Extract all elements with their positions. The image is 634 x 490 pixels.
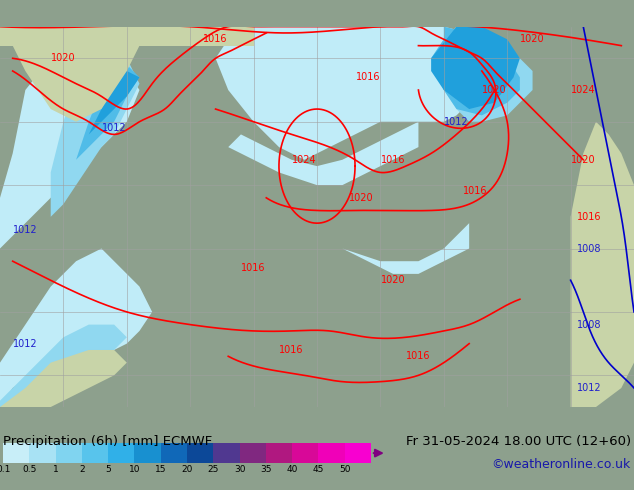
Text: 1016: 1016 bbox=[406, 351, 430, 361]
Text: 1008: 1008 bbox=[578, 244, 602, 253]
Text: 1016: 1016 bbox=[578, 212, 602, 222]
Text: 1016: 1016 bbox=[280, 345, 304, 355]
Bar bbox=[108, 443, 134, 463]
PathPatch shape bbox=[51, 46, 139, 217]
Bar bbox=[3, 443, 29, 463]
PathPatch shape bbox=[0, 248, 152, 407]
Bar bbox=[240, 443, 266, 463]
PathPatch shape bbox=[342, 223, 469, 274]
Text: 2: 2 bbox=[79, 465, 85, 474]
Bar bbox=[266, 443, 292, 463]
Bar bbox=[134, 443, 161, 463]
Text: 1024: 1024 bbox=[571, 85, 595, 95]
Text: 1016: 1016 bbox=[204, 34, 228, 44]
Text: 1016: 1016 bbox=[381, 155, 405, 165]
PathPatch shape bbox=[228, 122, 418, 185]
Text: 1012: 1012 bbox=[578, 383, 602, 393]
PathPatch shape bbox=[431, 26, 533, 122]
Text: 15: 15 bbox=[155, 465, 167, 474]
Text: 0.1: 0.1 bbox=[0, 465, 10, 474]
Text: 1020: 1020 bbox=[482, 85, 507, 95]
Text: Fr 31-05-2024 18.00 UTC (12+60): Fr 31-05-2024 18.00 UTC (12+60) bbox=[406, 435, 631, 448]
Text: 1012: 1012 bbox=[444, 117, 469, 127]
Text: 50: 50 bbox=[339, 465, 351, 474]
Bar bbox=[213, 443, 240, 463]
Text: 1016: 1016 bbox=[242, 263, 266, 272]
Text: 1012: 1012 bbox=[13, 224, 37, 235]
PathPatch shape bbox=[0, 26, 139, 248]
Text: 1020: 1020 bbox=[349, 193, 373, 203]
Text: Precipitation (6h) [mm] ECMWF: Precipitation (6h) [mm] ECMWF bbox=[3, 435, 212, 448]
Text: 5: 5 bbox=[105, 465, 111, 474]
Bar bbox=[161, 443, 187, 463]
Text: 10: 10 bbox=[129, 465, 140, 474]
Text: 1020: 1020 bbox=[571, 155, 595, 165]
PathPatch shape bbox=[0, 26, 139, 122]
Bar bbox=[82, 443, 108, 463]
Text: ©weatheronline.co.uk: ©weatheronline.co.uk bbox=[491, 458, 631, 471]
Text: 30: 30 bbox=[234, 465, 245, 474]
Bar bbox=[345, 443, 371, 463]
Bar bbox=[187, 443, 213, 463]
PathPatch shape bbox=[0, 324, 127, 407]
PathPatch shape bbox=[216, 26, 495, 160]
PathPatch shape bbox=[571, 122, 634, 407]
Text: 1: 1 bbox=[53, 465, 58, 474]
Text: 1016: 1016 bbox=[356, 73, 380, 82]
PathPatch shape bbox=[0, 26, 254, 46]
PathPatch shape bbox=[431, 26, 520, 115]
PathPatch shape bbox=[76, 65, 139, 160]
Text: 25: 25 bbox=[207, 465, 219, 474]
Text: 1008: 1008 bbox=[578, 319, 602, 330]
Bar bbox=[318, 443, 345, 463]
Text: 1024: 1024 bbox=[292, 155, 316, 165]
Bar bbox=[29, 443, 56, 463]
Text: 1020: 1020 bbox=[521, 34, 545, 44]
Text: 20: 20 bbox=[181, 465, 193, 474]
Text: 0.5: 0.5 bbox=[22, 465, 37, 474]
PathPatch shape bbox=[0, 350, 127, 407]
Text: 45: 45 bbox=[313, 465, 324, 474]
Text: 1020: 1020 bbox=[51, 53, 75, 63]
Text: 1016: 1016 bbox=[463, 187, 488, 196]
Text: 1012: 1012 bbox=[102, 123, 126, 133]
Text: 40: 40 bbox=[287, 465, 298, 474]
Text: 1020: 1020 bbox=[381, 275, 405, 285]
Text: 35: 35 bbox=[260, 465, 271, 474]
Bar bbox=[56, 443, 82, 463]
Text: 1012: 1012 bbox=[13, 339, 37, 348]
PathPatch shape bbox=[89, 71, 139, 134]
PathPatch shape bbox=[431, 26, 520, 109]
Bar bbox=[292, 443, 318, 463]
